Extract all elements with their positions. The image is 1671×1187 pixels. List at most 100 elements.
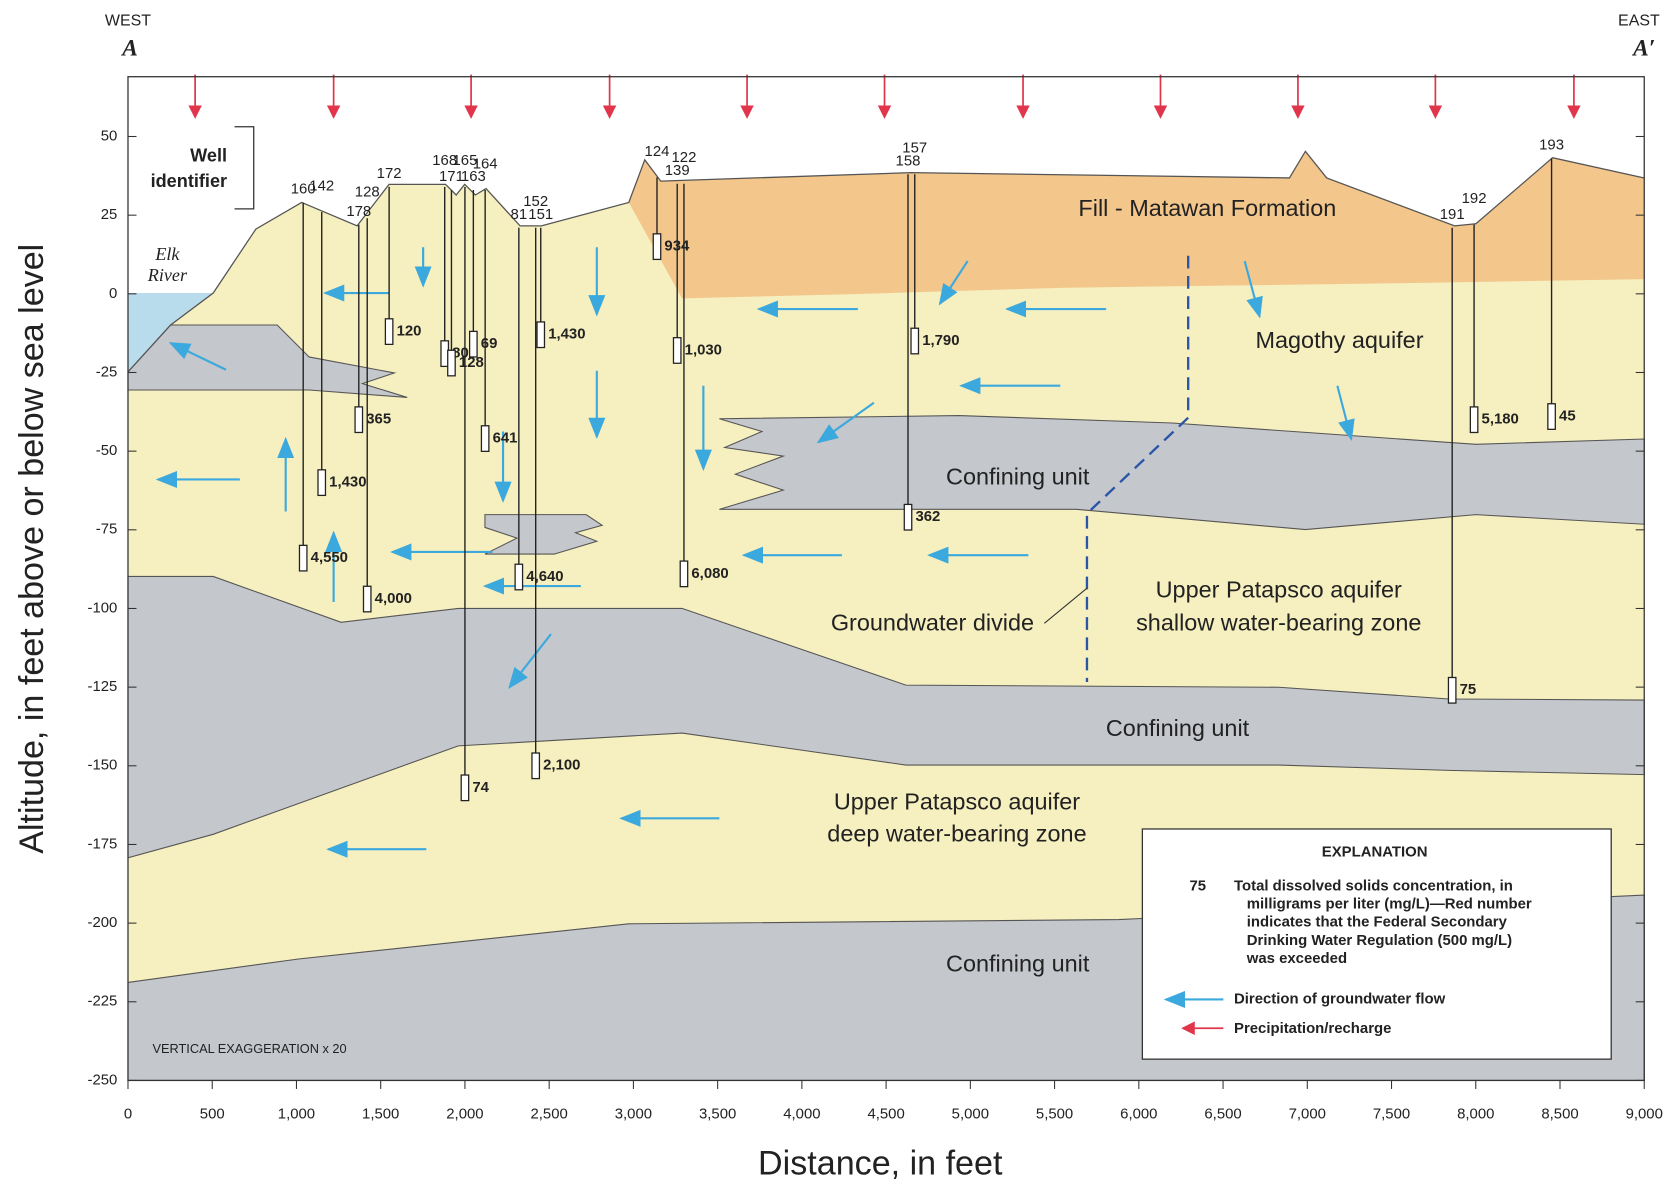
well-screen bbox=[652, 233, 662, 261]
well-screen bbox=[447, 349, 456, 377]
east-label: EAST bbox=[1618, 13, 1660, 30]
well-id: 172 bbox=[377, 166, 402, 182]
explanation-text: Drinking Water Regulation (500 mg/L) bbox=[1247, 933, 1512, 949]
fill-matawan bbox=[628, 151, 1645, 299]
divide-leader bbox=[1044, 587, 1088, 624]
x-tick-label: 3,000 bbox=[615, 1106, 652, 1122]
well-identifier-bracket bbox=[234, 126, 255, 210]
x-tick-label: 0 bbox=[124, 1106, 132, 1122]
x-tick-label: 6,500 bbox=[1204, 1106, 1241, 1122]
y-tick-label: 0 bbox=[109, 286, 117, 302]
exaggeration-note: VERTICAL EXAGGERATION x 20 bbox=[152, 1041, 346, 1056]
well-id: 81 bbox=[511, 207, 528, 223]
well-id: 165 bbox=[452, 153, 477, 169]
flow-arrow bbox=[938, 260, 969, 306]
explanation-text: indicates that the Federal Secondary bbox=[1247, 915, 1508, 931]
well-screen bbox=[672, 337, 682, 364]
tds-value: 69 bbox=[481, 336, 498, 352]
flow-arrows bbox=[155, 247, 1355, 858]
y-tick-label: 50 bbox=[101, 128, 118, 144]
x-axis-title: Distance, in feet bbox=[758, 1145, 1003, 1183]
well-screen bbox=[1469, 406, 1479, 434]
x-tick-label: 7,500 bbox=[1373, 1106, 1410, 1122]
x-tick-label: 4,000 bbox=[783, 1106, 820, 1122]
flow-arrow bbox=[1243, 260, 1263, 319]
x-tick-label: 2,000 bbox=[446, 1106, 483, 1122]
tds-value: 1,030 bbox=[685, 342, 722, 358]
tds-value: 74 bbox=[472, 780, 489, 796]
divide-label: Groundwater divide bbox=[831, 610, 1034, 636]
x-tick-label: 5,000 bbox=[952, 1106, 989, 1122]
river-label: Elk bbox=[154, 244, 180, 264]
section-start: A bbox=[120, 35, 138, 61]
explanation-title: EXPLANATION bbox=[1322, 844, 1428, 860]
x-tick-label: 9,000 bbox=[1626, 1106, 1663, 1122]
tds-value: 4,000 bbox=[375, 591, 412, 607]
well-screen bbox=[354, 406, 364, 434]
layer-label: Confining unit bbox=[946, 951, 1090, 977]
confining-lens-west bbox=[127, 324, 408, 398]
well-screen bbox=[536, 321, 546, 349]
recharge-arrows bbox=[188, 74, 1581, 119]
well-id: 142 bbox=[309, 178, 334, 194]
well-screen bbox=[531, 752, 541, 780]
well-id: 152 bbox=[523, 194, 548, 210]
well-screen bbox=[1547, 403, 1556, 430]
layer-label: Upper Patapsco aquifer bbox=[1156, 577, 1402, 603]
x-tick-label: 8,500 bbox=[1541, 1106, 1578, 1122]
y-axis-title: Altitude, in feet above or below sea lev… bbox=[13, 244, 51, 854]
layer-label: Magothy aquifer bbox=[1255, 327, 1423, 353]
layer-label: deep water-bearing zone bbox=[827, 821, 1086, 847]
well-id: 192 bbox=[1462, 191, 1487, 207]
explanation-text: milligrams per liter (mg/L)—Red number bbox=[1247, 897, 1532, 913]
flow-arrow bbox=[1336, 385, 1355, 442]
confining-lens-mid bbox=[484, 514, 604, 555]
y-tick-label: -200 bbox=[87, 915, 117, 931]
tds-value: 120 bbox=[397, 324, 422, 340]
confining-upper bbox=[719, 415, 1645, 531]
well-id: 160 bbox=[291, 182, 316, 198]
tds-value: 641 bbox=[493, 431, 518, 447]
well-id: 122 bbox=[672, 150, 697, 166]
well-screen bbox=[514, 563, 524, 591]
y-tick-label: -75 bbox=[96, 522, 118, 538]
explanation-text: Direction of groundwater flow bbox=[1234, 991, 1446, 1007]
x-tick-label: 1,000 bbox=[278, 1106, 315, 1122]
tds-value: 365 bbox=[366, 412, 391, 428]
y-tick-label: -175 bbox=[87, 836, 117, 852]
well-id: 193 bbox=[1539, 138, 1564, 154]
groundwater-divide bbox=[1085, 255, 1190, 682]
well-id: 171 bbox=[439, 169, 464, 185]
explanation-text: Precipitation/recharge bbox=[1234, 1021, 1391, 1037]
well-identifier-label: Well bbox=[190, 145, 227, 165]
river-label: River bbox=[147, 265, 188, 285]
x-tick-label: 1,500 bbox=[362, 1106, 399, 1122]
y-tick-label: -150 bbox=[87, 758, 117, 774]
tds-value: 362 bbox=[915, 509, 940, 525]
x-tick-label: 7,000 bbox=[1289, 1106, 1326, 1122]
x-tick-label: 5,500 bbox=[1036, 1106, 1073, 1122]
flow-arrow bbox=[816, 401, 875, 444]
flow-arrow bbox=[508, 633, 552, 689]
well-screen bbox=[460, 774, 470, 802]
layer-label: Confining unit bbox=[946, 464, 1090, 490]
well-screen bbox=[480, 425, 490, 452]
tds-value: 4,550 bbox=[311, 550, 348, 566]
wells: 160 4,550 142 1,430 178 365 128 4,000 172 120 168 8… bbox=[291, 138, 1576, 802]
tds-value: 45 bbox=[1559, 408, 1576, 424]
well-screen bbox=[910, 327, 920, 355]
tds-value: 6,080 bbox=[691, 566, 728, 582]
tds-value: 4,640 bbox=[526, 569, 563, 585]
well-id: 164 bbox=[473, 156, 498, 172]
well-id: 139 bbox=[665, 163, 690, 179]
explanation-text: Total dissolved solids concentration, in bbox=[1234, 878, 1513, 894]
well-identifier-label: identifier bbox=[151, 171, 227, 191]
well-screen bbox=[362, 585, 372, 613]
x-tick-label: 3,500 bbox=[699, 1106, 736, 1122]
y-tick-label: 25 bbox=[101, 207, 118, 223]
well-screen bbox=[903, 503, 913, 531]
well-screen bbox=[298, 544, 308, 572]
well-screen bbox=[679, 560, 689, 588]
tds-value: 5,180 bbox=[1482, 412, 1519, 428]
explanation-text: was exceeded bbox=[1246, 951, 1347, 967]
